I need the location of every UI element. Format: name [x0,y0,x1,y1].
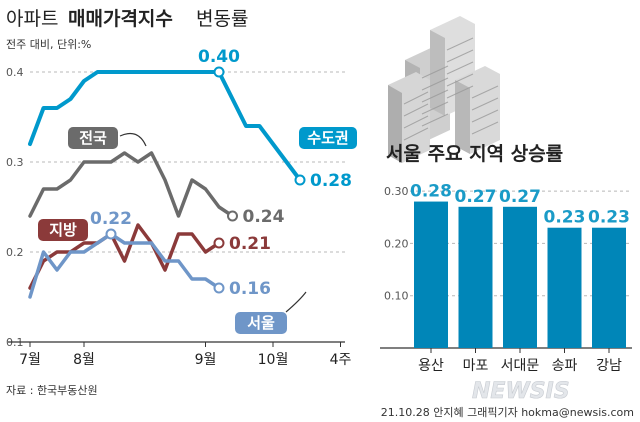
bar-chart-title: 서울 주요 지역 상승률 [386,143,563,165]
line-x-tick-label: 7월 [19,352,41,368]
legend-tag-regional: 지방 [38,219,88,241]
legend-tag-national-bg [68,127,118,149]
legend-pointer-national [119,133,147,147]
apartment-buildings-icon [388,16,500,163]
series-end-marker-capital [294,174,306,186]
credit-line: 21.10.28 안지혜 그래픽기자 hokma@newsis.com [381,406,634,419]
bar-4 [547,227,582,348]
legend-tag-regional-label: 지방 [49,221,77,239]
series-end-label-seoul: 0.16 [229,279,271,299]
line-chart-x-axis: 7월 8월 9월 10월 4주 [8,341,352,368]
series-peak-marker-seoul [105,228,117,240]
series-peak-label-capital: 0.40 [198,47,240,67]
legend-pointer-seoul [285,291,307,313]
chart-title-prefix: 아파트 [6,8,58,30]
legend-tag-seoul-label: 서울 [247,314,275,332]
bar-y-tick-label: 0.30 [384,185,409,198]
series-end-label-national: 0.24 [243,207,285,227]
chart-title-main: 매매가격지수 [68,8,173,30]
line-x-tick-label: 9월 [195,352,217,368]
legend-tag-national-label: 전국 [79,129,107,147]
bar-category-label: 송파 [552,358,578,374]
series-end-label-regional: 0.21 [229,234,271,254]
newsis-watermark: NEWSIS [472,379,570,404]
line-y-tick-label: 0.4 [6,66,24,79]
line-x-tick-label: 10월 [258,352,289,368]
line-y-tick-label: 0.2 [6,246,24,259]
bar-1 [414,201,448,348]
bar-chart-bars: 0.28 용산 0.27 마포 0.27 서대문 0.23 송파 0.23 강남 [410,182,630,374]
series-peak-label-seoul: 0.22 [90,209,132,229]
legend-tag-seoul-bg [235,312,287,334]
line-x-tick-label: 4주 [330,352,352,368]
line-chart-series: 0.28 0.24 0.21 0.16 0.40 0.22 [28,47,352,299]
line-y-tick-label: 0.3 [6,156,24,169]
bar-category-label: 용산 [418,358,444,374]
source-note: 자료 : 한국부동산원 [6,384,98,397]
bar-value-label: 0.27 [455,187,497,207]
series-peak-marker-capital [213,66,225,78]
bar-3 [503,206,537,348]
bar-value-label: 0.27 [499,187,541,207]
series-line-seoul [28,232,221,299]
legend-tag-national: 전국 [68,127,147,149]
bar-category-label: 강남 [596,358,622,374]
chart-title-suffix: 변동률 [196,8,248,30]
series-end-marker-regional [213,237,225,249]
series-line-national [28,151,235,218]
series-end-marker-seoul [213,282,225,294]
series-end-label-capital: 0.28 [310,171,352,191]
bar-2 [458,206,493,348]
line-x-tick-label: 8월 [73,352,95,368]
bar-category-label: 서대문 [501,358,540,374]
series-end-marker-national [227,210,238,222]
legend-tag-capital: 수도권 [299,127,357,149]
legend-tag-regional-bg [38,219,88,241]
bar-y-tick-label: 0.10 [384,290,409,303]
bar-value-label: 0.23 [544,208,586,228]
bar-value-label: 0.23 [588,208,630,228]
bar-category-label: 마포 [463,358,489,374]
legend-tag-seoul: 서울 [235,291,307,334]
bar-value-label: 0.28 [410,182,452,202]
legend-tag-capital-bg [299,127,357,149]
bar-y-tick-label: 0.20 [384,237,409,250]
bar-5 [592,227,626,348]
legend-tag-capital-label: 수도권 [307,129,348,147]
unit-note: 전주 대비, 단위:% [6,38,91,51]
